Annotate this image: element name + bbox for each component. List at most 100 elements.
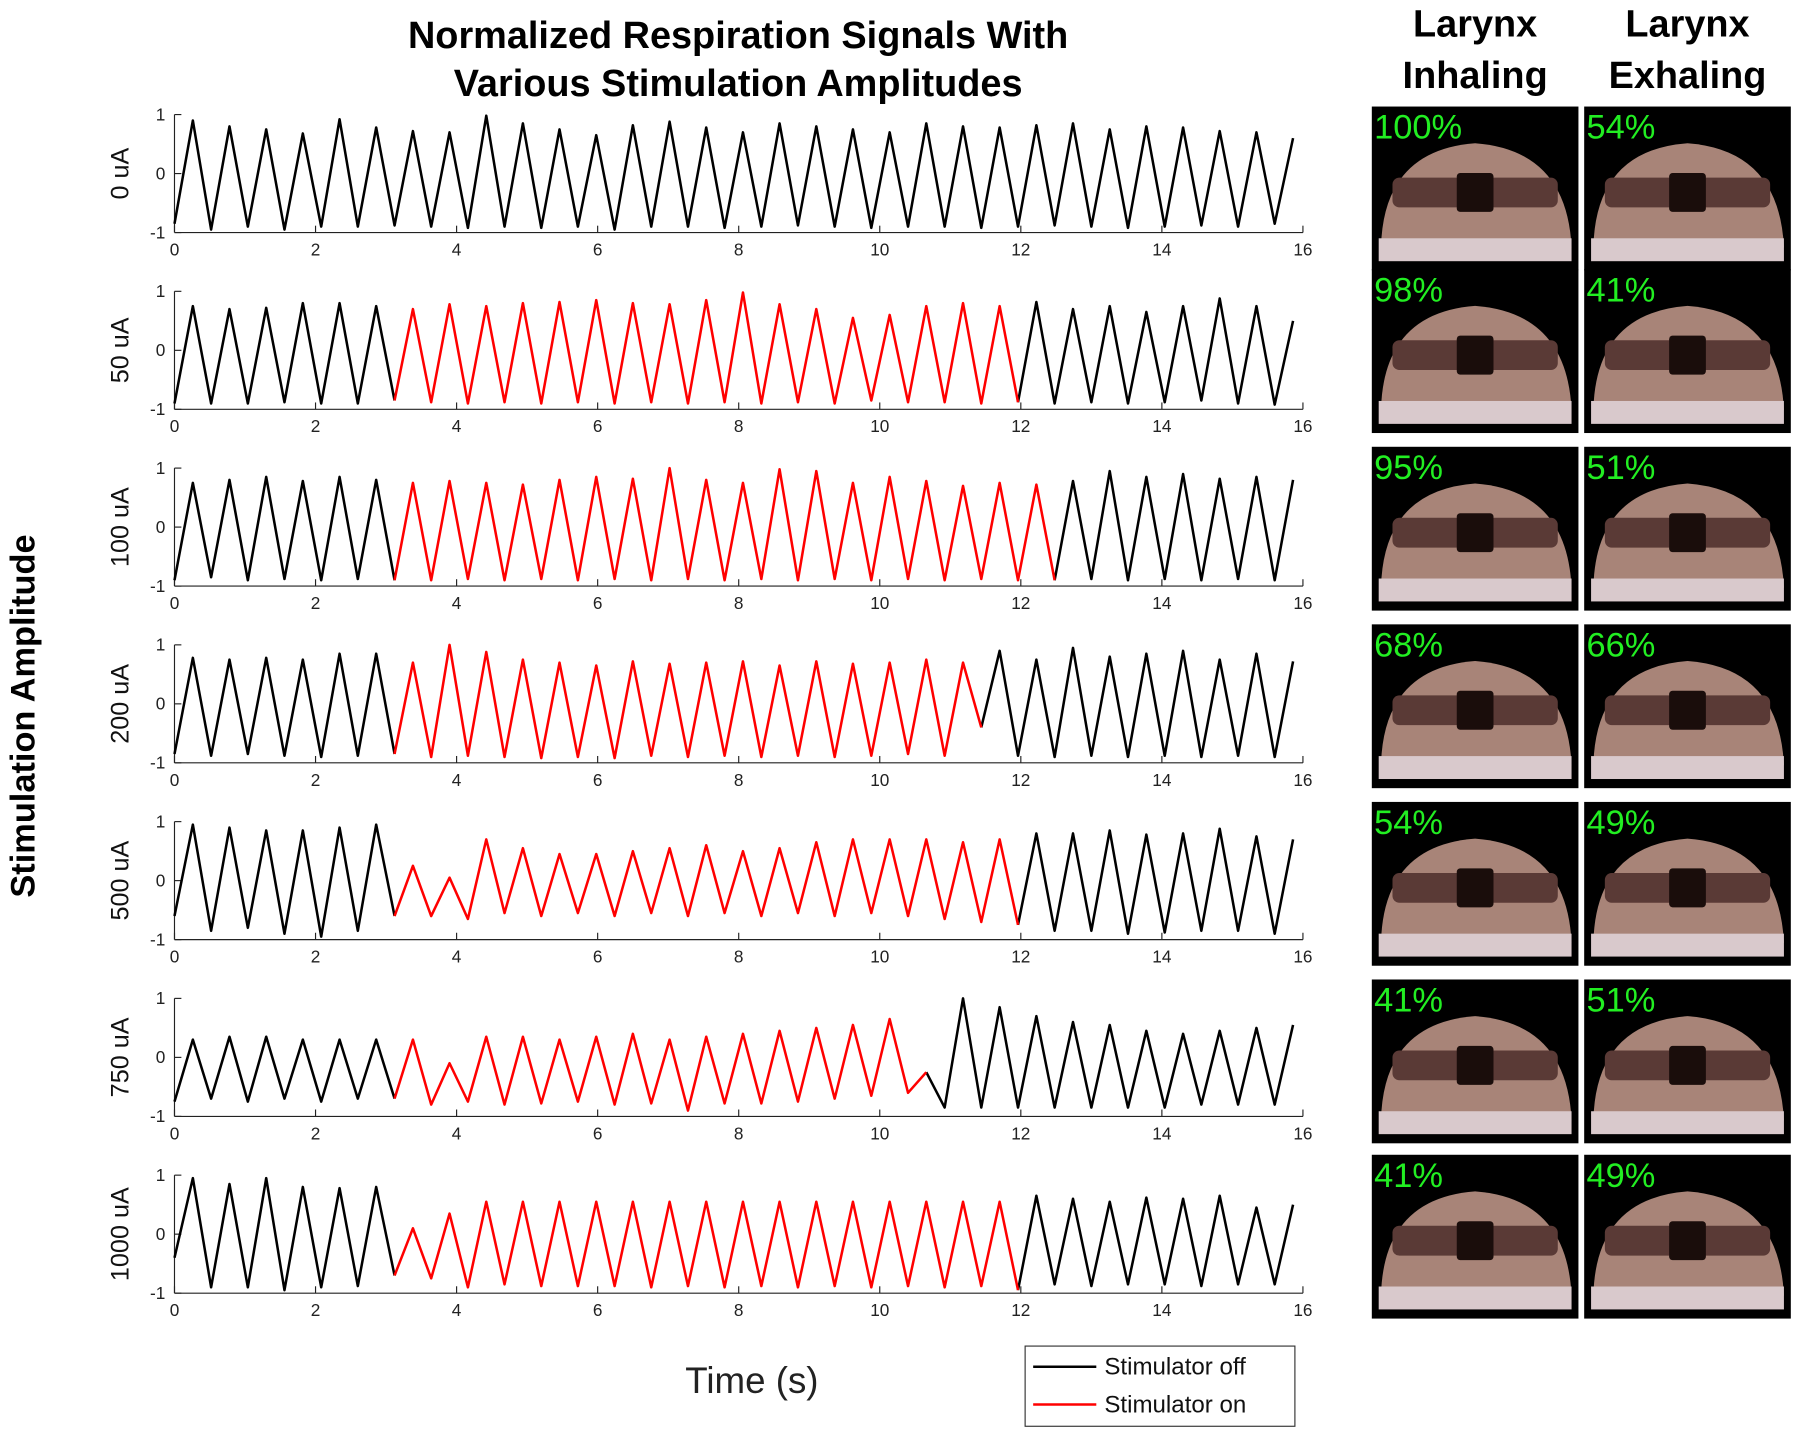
x-tick-label: 14 [1152, 416, 1172, 436]
x-tick-label: 0 [170, 1123, 180, 1143]
panel-label: 50 uA [107, 317, 135, 383]
larynx-image [1584, 1154, 1791, 1319]
larynx-image [1371, 106, 1579, 271]
glottis [1456, 513, 1494, 553]
x-tick-label: 10 [870, 1123, 889, 1143]
tissue-floor [1591, 933, 1784, 957]
x-tick-label: 16 [1293, 770, 1312, 790]
glottis [1669, 1045, 1706, 1085]
x-tick-label: 6 [593, 239, 603, 259]
y-tick-label: 1 [156, 458, 166, 478]
x-tick-label: 10 [870, 416, 889, 436]
x-tick-label: 6 [593, 593, 603, 613]
signal-line [173, 1176, 1295, 1292]
y-tick-label: -1 [150, 1283, 165, 1303]
glottis [1669, 172, 1706, 212]
y-tick-label: -1 [150, 222, 165, 242]
y-tick-label: 0 [156, 870, 166, 890]
larynx-image [1371, 446, 1579, 611]
title-line: Various Stimulation Amplitudes [454, 63, 1023, 105]
panel-label: 500 uA [107, 841, 135, 921]
percent-label: 66% [1586, 626, 1655, 664]
signal-line [393, 1200, 1020, 1291]
signal-line [173, 997, 1295, 1109]
glottis [1669, 335, 1706, 375]
legend-box [1024, 1345, 1296, 1427]
percent-label: 98% [1374, 271, 1443, 309]
x-tick-label: 10 [870, 770, 889, 790]
panel-label: 200 uA [107, 664, 135, 744]
x-tick-label: 10 [870, 239, 889, 259]
y-tick-label: 1 [156, 1165, 166, 1185]
x-tick-label: 2 [311, 239, 321, 259]
x-tick-label: 16 [1293, 416, 1312, 436]
x-tick-label: 8 [734, 1300, 744, 1320]
x-tick-label: 12 [1011, 593, 1030, 613]
x-tick-label: 10 [870, 947, 889, 967]
x-axis-label: Time (s) [685, 1360, 818, 1401]
x-tick-label: 16 [1293, 1300, 1312, 1320]
legend-label: Stimulator on [1104, 1392, 1246, 1419]
signal-line [393, 466, 1056, 582]
x-tick-label: 12 [1011, 947, 1030, 967]
tissue-floor [1378, 578, 1572, 602]
glottis [1456, 1221, 1494, 1261]
glottis [1456, 690, 1494, 730]
signal-line [393, 838, 1020, 926]
x-tick-label: 6 [593, 947, 603, 967]
y-tick-label: -1 [150, 1106, 165, 1126]
percent-label: 51% [1586, 982, 1655, 1020]
glottis [1669, 868, 1706, 908]
y-tick-label: 1 [156, 104, 166, 124]
x-tick-label: 6 [593, 416, 603, 436]
y-tick-label: 0 [156, 163, 166, 183]
legend-label: Stimulator off [1104, 1354, 1246, 1381]
percent-label: 54% [1374, 804, 1443, 842]
x-tick-label: 8 [734, 947, 744, 967]
glottis [1669, 1221, 1706, 1261]
x-tick-label: 10 [870, 593, 889, 613]
signal-line [393, 1017, 928, 1112]
tissue-floor [1591, 578, 1784, 602]
x-tick-label: 0 [170, 947, 180, 967]
x-tick-label: 4 [452, 1123, 462, 1143]
percent-label: 41% [1586, 271, 1655, 309]
column-header: Exhaling [1609, 55, 1767, 97]
x-tick-label: 2 [311, 1123, 321, 1143]
tissue-floor [1378, 933, 1572, 957]
signal-line [393, 643, 983, 760]
larynx-image [1371, 801, 1579, 966]
x-tick-label: 2 [311, 416, 321, 436]
x-tick-label: 12 [1011, 239, 1030, 259]
percent-label: 49% [1586, 804, 1655, 842]
percent-label: 51% [1586, 449, 1655, 487]
x-tick-label: 8 [734, 593, 744, 613]
signal-line [393, 291, 1020, 405]
x-tick-label: 4 [452, 770, 462, 790]
y-tick-label: -1 [150, 929, 165, 949]
x-tick-label: 8 [734, 239, 744, 259]
column-header: Inhaling [1403, 55, 1548, 97]
tissue-floor [1591, 238, 1784, 262]
tissue-floor [1591, 400, 1784, 424]
y-tick-label: 0 [156, 517, 166, 537]
panel-label: 1000 uA [107, 1187, 135, 1281]
x-tick-label: 0 [170, 239, 180, 259]
x-tick-label: 14 [1152, 770, 1172, 790]
y-tick-label: -1 [150, 576, 165, 596]
x-tick-label: 14 [1152, 1123, 1172, 1143]
y-tick-label: 0 [156, 694, 166, 714]
glottis [1456, 172, 1494, 212]
larynx-image [1584, 979, 1791, 1144]
tissue-floor [1591, 1286, 1784, 1310]
x-tick-label: 4 [452, 947, 462, 967]
y-tick-label: -1 [150, 399, 165, 419]
title-line: Normalized Respiration Signals With [408, 15, 1068, 57]
x-tick-label: 4 [452, 1300, 462, 1320]
y-axis-label: Stimulation Amplitude [4, 534, 42, 897]
tissue-floor [1378, 1111, 1572, 1135]
percent-label: 95% [1374, 449, 1443, 487]
glottis [1456, 1045, 1494, 1085]
